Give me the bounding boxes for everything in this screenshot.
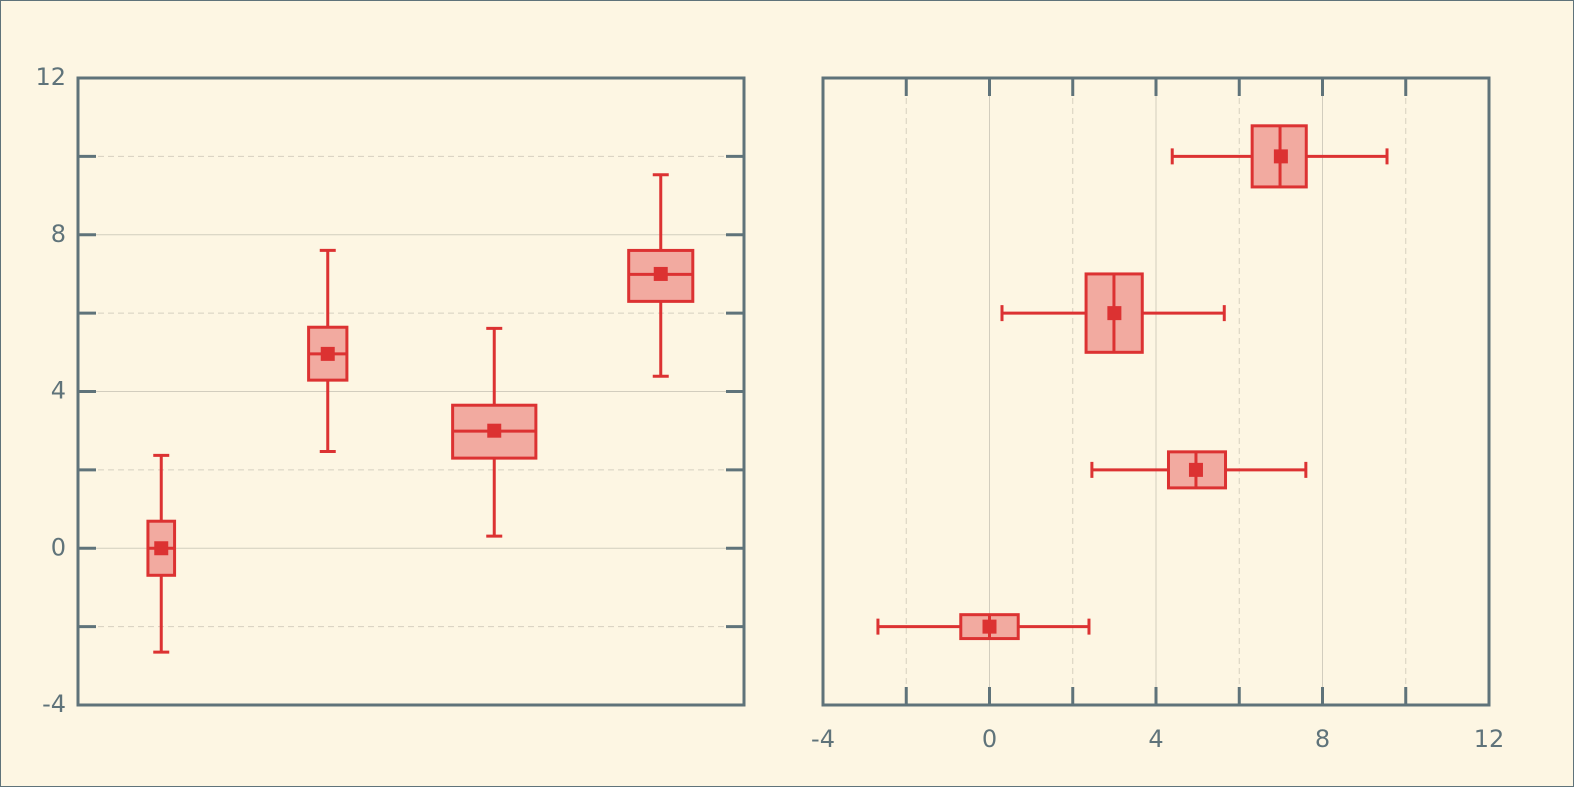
x-tick-label: 8 xyxy=(1315,725,1330,753)
mean-marker xyxy=(1107,306,1122,321)
mean-marker xyxy=(154,541,169,556)
mean-marker xyxy=(1188,462,1203,477)
mean-marker xyxy=(1273,149,1288,164)
mean-marker xyxy=(653,266,668,281)
plot-frame xyxy=(76,76,746,707)
x-tick-label: 0 xyxy=(982,725,997,753)
x-tick-label: -4 xyxy=(811,725,835,753)
y-tick-label: -4 xyxy=(42,690,66,718)
y-tick-label: 8 xyxy=(51,220,66,248)
mean-marker xyxy=(487,423,502,438)
y-tick-label: 12 xyxy=(35,63,66,91)
x-tick-label: 4 xyxy=(1148,725,1163,753)
mean-marker xyxy=(320,346,335,361)
x-tick-label: 12 xyxy=(1474,725,1505,753)
mean-marker xyxy=(982,619,997,634)
y-tick-label: 4 xyxy=(51,377,66,405)
y-tick-label: 0 xyxy=(51,533,66,561)
plot-frame xyxy=(821,76,1491,707)
